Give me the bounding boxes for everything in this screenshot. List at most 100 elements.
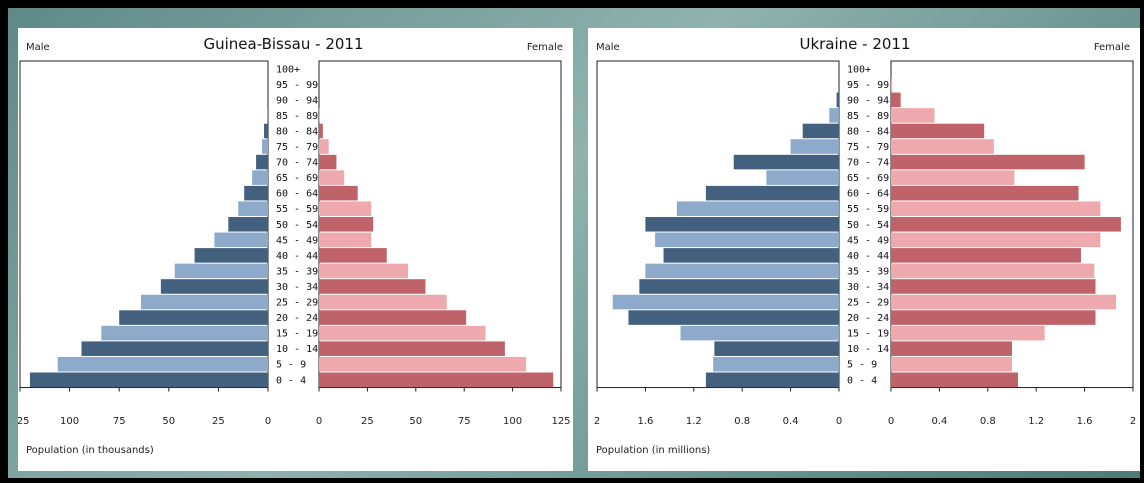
gb-male-bar (228, 217, 268, 232)
gb-male-bar (267, 108, 268, 123)
gb-female-tick-label: 50 (409, 416, 422, 427)
ua-female-tick-label: 1.2 (1028, 416, 1044, 427)
ua-female-tick-label: 2 (1130, 416, 1136, 427)
ua-male-bar (645, 263, 839, 279)
ua-female-bar (891, 263, 1095, 279)
gb-male-bar (119, 310, 268, 325)
ua-male-bar (655, 232, 839, 248)
ua-female-bar (891, 279, 1096, 294)
ua-male-tick-label: 0 (836, 416, 842, 427)
ua-female-bar (891, 310, 1096, 325)
ua-age-label: 90 - 94 (847, 95, 889, 106)
ua-male-bar (639, 279, 839, 294)
gb-female-bar (319, 248, 387, 263)
ua-female-bar (891, 201, 1101, 216)
ua-female-bar (891, 77, 893, 92)
guinea-bissau-pyramid: Male Female Guinea-Bissau - 2011 100+ 95 - 9… (18, 35, 571, 456)
ua-female-tick-label: 0.4 (931, 416, 947, 427)
gb-age-label: 65 - 69 (276, 173, 318, 184)
ua-male-tick-label: 0.4 (783, 416, 799, 427)
gb-female-bar (319, 232, 372, 248)
ua-female-bar (891, 139, 994, 154)
ua-age-label: 80 - 84 (847, 126, 889, 137)
gb-age-label: 75 - 79 (276, 142, 318, 153)
gb-female-tick-label: 25 (361, 416, 374, 427)
gb-female-tick-label: 0 (316, 416, 322, 427)
gb-male-bar (57, 356, 268, 372)
gb-male-tick-label: 125 (18, 416, 30, 427)
ua-male-bar (663, 248, 839, 263)
ua-male-bar (836, 92, 839, 108)
gb-male-bar (81, 341, 268, 356)
gb-female-bar (319, 325, 486, 341)
ua-age-label: 10 - 14 (847, 344, 889, 355)
gb-female-bar (319, 279, 426, 294)
ua-male-bar (766, 170, 839, 185)
gb-male-bar (238, 201, 268, 216)
ua-age-label: 85 - 89 (847, 111, 889, 122)
ua-male-bar (714, 341, 839, 356)
ua-male-bar (705, 185, 839, 201)
figure-background: Male Female Guinea-Bissau - 2011 100+ 95 - 9… (8, 8, 1140, 478)
ua-age-label: 20 - 24 (847, 313, 889, 324)
gb-female-tick-label: 75 (458, 416, 471, 427)
gb-male-bar (160, 279, 268, 294)
gb-age-label: 95 - 99 (276, 80, 318, 91)
gb-age-label: 5 - 9 (276, 360, 306, 371)
ua-age-label: 65 - 69 (847, 173, 889, 184)
ua-female-bar (891, 325, 1045, 341)
ua-male-tick-label: 2 (594, 416, 600, 427)
ua-age-label: 30 - 34 (847, 282, 889, 293)
ua-age-label: 70 - 74 (847, 158, 889, 169)
gb-male-bar (174, 263, 268, 279)
ua-female-bar (891, 248, 1081, 263)
gb-female-bar (319, 341, 505, 356)
ua-age-label: 40 - 44 (847, 251, 889, 262)
ua-age-label: 45 - 49 (847, 235, 889, 246)
ua-female-bar (891, 123, 985, 139)
ua-male-bar (790, 139, 839, 154)
gb-female-bar (319, 201, 372, 216)
ua-age-label: 25 - 29 (847, 298, 889, 309)
ua-female-bar (891, 154, 1085, 170)
ua-age-label: 55 - 59 (847, 204, 889, 215)
gb-female-bar (319, 294, 447, 310)
gb-male-tick-label: 100 (60, 416, 79, 427)
gb-male-bar (101, 325, 269, 341)
ua-male-bar (713, 356, 839, 372)
ua-female-tick-label: 0 (888, 416, 894, 427)
gb-female-bar (319, 310, 467, 325)
ua-female-bar (891, 372, 1019, 388)
ua-female-tick-label: 1.6 (1077, 416, 1093, 427)
ua-age-label: 15 - 19 (847, 329, 889, 340)
ua-chart-title: Ukraine - 2011 (799, 35, 910, 53)
gb-age-label: 55 - 59 (276, 204, 318, 215)
ua-age-label: 5 - 9 (847, 360, 877, 371)
ua-female-label: Female (1094, 42, 1130, 53)
ua-female-bar (891, 92, 901, 108)
gb-male-bar (252, 170, 268, 185)
ua-male-bar (612, 294, 839, 310)
gb-age-label: 100+ (276, 64, 300, 75)
ua-male-bar (802, 123, 839, 139)
ua-male-bar (829, 108, 839, 123)
gb-female-bar (319, 356, 527, 372)
ukraine-pyramid: Male Female Ukraine - 2011 100+ 95 - 99 90 - … (594, 35, 1136, 456)
ua-age-label: 35 - 39 (847, 266, 889, 277)
ua-female-bar (891, 232, 1101, 248)
ua-female-bar (891, 217, 1121, 232)
gb-female-tick-label: 100 (503, 416, 522, 427)
gb-age-label: 85 - 89 (276, 111, 318, 122)
gb-male-bar (141, 294, 268, 310)
gb-male-bar (256, 154, 268, 170)
gb-male-bar (194, 248, 268, 263)
gb-male-bar (29, 372, 269, 388)
gb-female-bar (319, 185, 358, 201)
gb-male-tick-label: 75 (113, 416, 126, 427)
gb-female-tick-label: 125 (551, 416, 570, 427)
ua-male-bar (676, 201, 839, 216)
ua-age-label: 50 - 54 (847, 220, 889, 231)
gb-male-label: Male (26, 42, 50, 53)
gb-female-bar (319, 108, 320, 123)
gb-female-bar (319, 217, 374, 232)
